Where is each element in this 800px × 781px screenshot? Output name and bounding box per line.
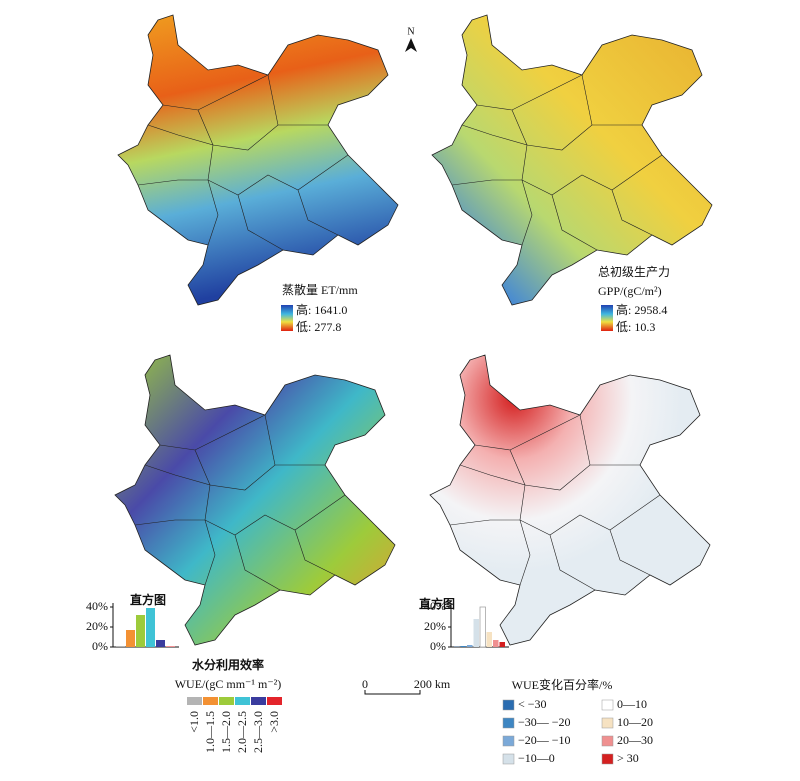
- legend-title: 水分利用效率: [192, 657, 264, 672]
- legend-swatch: [602, 736, 613, 746]
- north-arrow: N: [405, 26, 417, 52]
- histogram-bar: [474, 619, 480, 647]
- colorbar: [601, 305, 613, 331]
- colorbar: [281, 305, 293, 331]
- legend-label: 10—20: [617, 715, 653, 729]
- legend-label: > 30: [617, 751, 639, 765]
- legend-label: −20— −10: [518, 733, 571, 747]
- y-tick-label: 0%: [92, 639, 108, 653]
- histogram-bar: [166, 647, 175, 648]
- y-tick-label: 20%: [86, 619, 108, 633]
- legend-label: 2.5—3.0: [251, 711, 265, 753]
- legend-swatch: [187, 697, 202, 705]
- legend-high: 高: 1641.0: [296, 302, 347, 317]
- map-et: [118, 15, 398, 305]
- legend-swatch: [602, 700, 613, 710]
- legend-low: 低: 277.8: [296, 320, 341, 334]
- histogram-bar: [156, 640, 165, 647]
- legend-swatch: [602, 754, 613, 764]
- legend-label: 1.5—2.0: [219, 711, 233, 753]
- map-gpp: [432, 15, 712, 305]
- legend-swatch: [219, 697, 234, 705]
- legend-label: <1.0: [187, 711, 201, 733]
- legend-swatch: [267, 697, 282, 705]
- legend-subtitle: GPP/(gC/m²): [598, 284, 662, 298]
- legend-swatch: [503, 700, 514, 710]
- histogram-bar: [461, 646, 467, 647]
- y-tick-label: 40%: [86, 599, 108, 613]
- histogram-bar: [487, 632, 493, 647]
- histogram-bar: [480, 607, 486, 647]
- legend-title: 蒸散量 ET/mm: [282, 282, 358, 297]
- y-tick-label: 20%: [424, 619, 446, 633]
- map-wue-change: [430, 355, 710, 645]
- histogram-title: 直方图: [130, 592, 166, 607]
- legend-swatch: [251, 697, 266, 705]
- scale-start: 0: [362, 677, 368, 691]
- legend-label: < −30: [518, 697, 547, 711]
- legend-label: 20—30: [617, 733, 653, 747]
- legend-label: 2.0—2.5: [235, 711, 249, 753]
- legend-title: WUE变化百分率/%: [512, 677, 613, 692]
- scale-end: 200 km: [414, 677, 451, 691]
- histogram-bar: [126, 630, 135, 647]
- histogram-bar: [136, 615, 145, 647]
- y-tick-label: 0%: [430, 639, 446, 653]
- legend-label: −10—0: [518, 751, 555, 765]
- legend-swatch: [503, 754, 514, 764]
- legend-high: 高: 2958.4: [616, 302, 667, 317]
- legend-swatch: [503, 718, 514, 728]
- legend-label: >3.0: [267, 711, 281, 733]
- histogram-bar: [116, 646, 125, 647]
- legend-label: 0—10: [617, 697, 647, 711]
- legend-swatch: [602, 718, 613, 728]
- legend-subtitle: WUE/(gC mm⁻¹ m⁻²): [175, 677, 282, 691]
- histogram-bar: [500, 642, 506, 647]
- legend-title: 总初级生产力: [598, 265, 670, 279]
- legend-label: −30— −20: [518, 715, 571, 729]
- legend-swatch: [235, 697, 250, 705]
- y-tick-label: 40%: [424, 599, 446, 613]
- histogram-bar: [146, 608, 155, 647]
- legend-label: 1.0—1.5: [203, 711, 217, 753]
- legend-swatch: [503, 736, 514, 746]
- scale-bar: 0 200 km: [362, 677, 451, 694]
- north-label: N: [407, 26, 414, 37]
- histogram-bar: [493, 640, 499, 647]
- legend-low: 低: 10.3: [616, 320, 655, 334]
- histogram-bar: [467, 645, 473, 647]
- legend-swatch: [203, 697, 218, 705]
